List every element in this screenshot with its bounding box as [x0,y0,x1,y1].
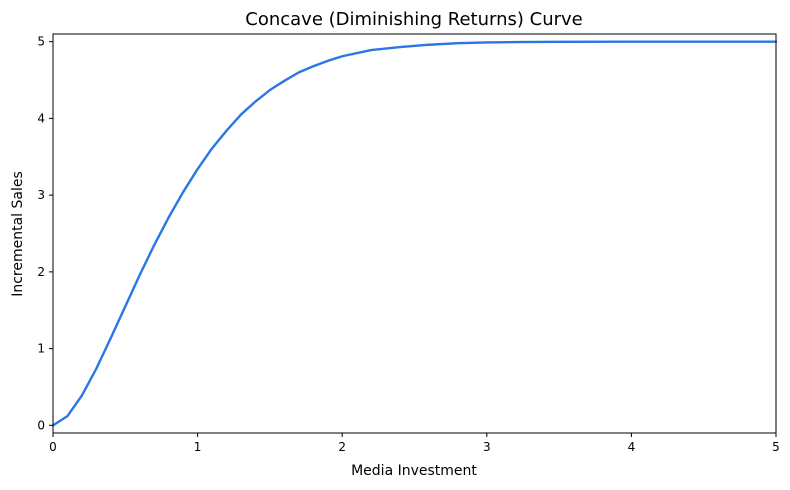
x-tick-label: 5 [772,440,780,454]
y-tick-label: 5 [37,35,45,49]
y-tick-label: 2 [37,265,45,279]
y-tick-label: 4 [37,111,45,125]
x-tick-label: 2 [338,440,346,454]
x-tick-label: 4 [628,440,636,454]
y-tick-label: 0 [37,418,45,432]
x-axis-label: Media Investment [351,463,477,479]
series-line [51,40,778,427]
plot-area: 0 1 2 3 4 5 0 1 2 3 4 5 [37,33,780,454]
x-tick-label: 0 [49,440,57,454]
y-axis-label: Incremental Sales [10,171,26,297]
chart-title: Concave (Diminishing Returns) Curve [245,9,583,30]
x-tick-label: 1 [194,440,202,454]
y-tick-label: 3 [37,188,45,202]
plot-frame [52,33,777,434]
y-tick-label: 1 [37,342,45,356]
x-tick-label: 3 [483,440,491,454]
